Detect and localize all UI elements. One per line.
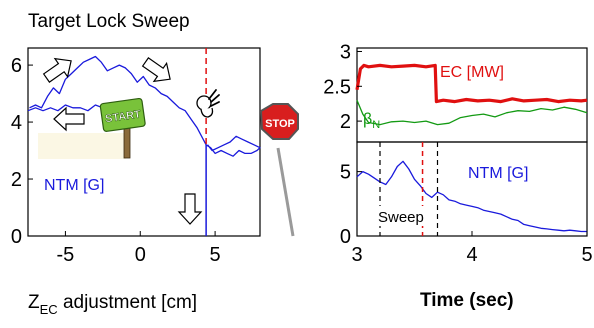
arrow-up-right-icon bbox=[42, 57, 72, 83]
beta-label-main: β bbox=[363, 111, 372, 128]
rb-ntm-series-line bbox=[356, 160, 587, 233]
beta-label-sub: N bbox=[372, 119, 380, 131]
left-xlabel-main: Z bbox=[28, 292, 40, 313]
rb-xtick-label: 5 bbox=[581, 244, 592, 266]
start-sign-label: START bbox=[104, 108, 141, 125]
left-x-axis-label: ZEC adjustment [cm] bbox=[28, 292, 197, 317]
left-xtick-label: 5 bbox=[210, 244, 221, 266]
left-ytick-label: 4 bbox=[11, 112, 22, 134]
right-bottom-chart: 0 5 3 4 5 NTM [G] Sweep bbox=[340, 141, 593, 266]
left-ytick-label: 6 bbox=[11, 55, 22, 77]
beta-label: βN bbox=[363, 111, 380, 131]
rt-ytick-label: 2 bbox=[340, 111, 351, 133]
ec-label: EC [MW] bbox=[440, 64, 504, 81]
left-chart-title: Target Lock Sweep bbox=[28, 11, 190, 32]
rb-xtick-label: 3 bbox=[351, 244, 362, 266]
beta-series-line bbox=[356, 99, 588, 126]
left-xtick-label: -5 bbox=[57, 244, 75, 266]
ec-series-line bbox=[355, 63, 588, 104]
right-ntm-label: NTM [G] bbox=[468, 165, 528, 182]
arrow-down-icon bbox=[177, 193, 203, 225]
left-ytick-label: 0 bbox=[11, 226, 22, 248]
rb-xtick-label: 4 bbox=[466, 244, 477, 266]
rt-ytick-label: 3 bbox=[340, 41, 351, 63]
arrow-down-right-icon bbox=[141, 57, 171, 83]
left-series-line-0 bbox=[29, 55, 261, 157]
left-ytick-label: 2 bbox=[11, 169, 22, 191]
sweep-label-bg bbox=[376, 206, 426, 226]
stop-sign-label: STOP bbox=[265, 118, 295, 130]
left-xlabel-rest: adjustment [cm] bbox=[58, 292, 197, 313]
ok-hand-icon bbox=[196, 89, 220, 118]
left-plot-frame bbox=[27, 47, 261, 237]
start-sign-icon: START bbox=[99, 97, 146, 159]
sweep-label: Sweep bbox=[378, 209, 424, 226]
rb-ytick-label: 0 bbox=[340, 226, 351, 248]
arrow-left-icon bbox=[53, 106, 85, 132]
left-xlabel-sub: EC bbox=[40, 302, 58, 317]
rt-ytick-label: 2.5 bbox=[323, 76, 351, 98]
rb-ytick-label: 5 bbox=[340, 162, 351, 184]
right-top-chart: 2 2.5 3 EC [MW] βN bbox=[323, 41, 588, 143]
stop-sign-icon: STOP bbox=[259, 103, 299, 237]
right-top-plot-frame bbox=[356, 47, 588, 143]
left-ntm-label: NTM [G] bbox=[44, 177, 104, 194]
right-x-axis-label: Time (sec) bbox=[420, 290, 514, 311]
svg-text:ZEC adjustment [cm]: ZEC adjustment [cm] bbox=[28, 292, 197, 317]
left-chart: 0 2 4 6 -5 0 5 NTM [G] START bbox=[11, 47, 299, 266]
left-xtick-label: 0 bbox=[135, 244, 146, 266]
left-highlight-box bbox=[38, 133, 126, 159]
